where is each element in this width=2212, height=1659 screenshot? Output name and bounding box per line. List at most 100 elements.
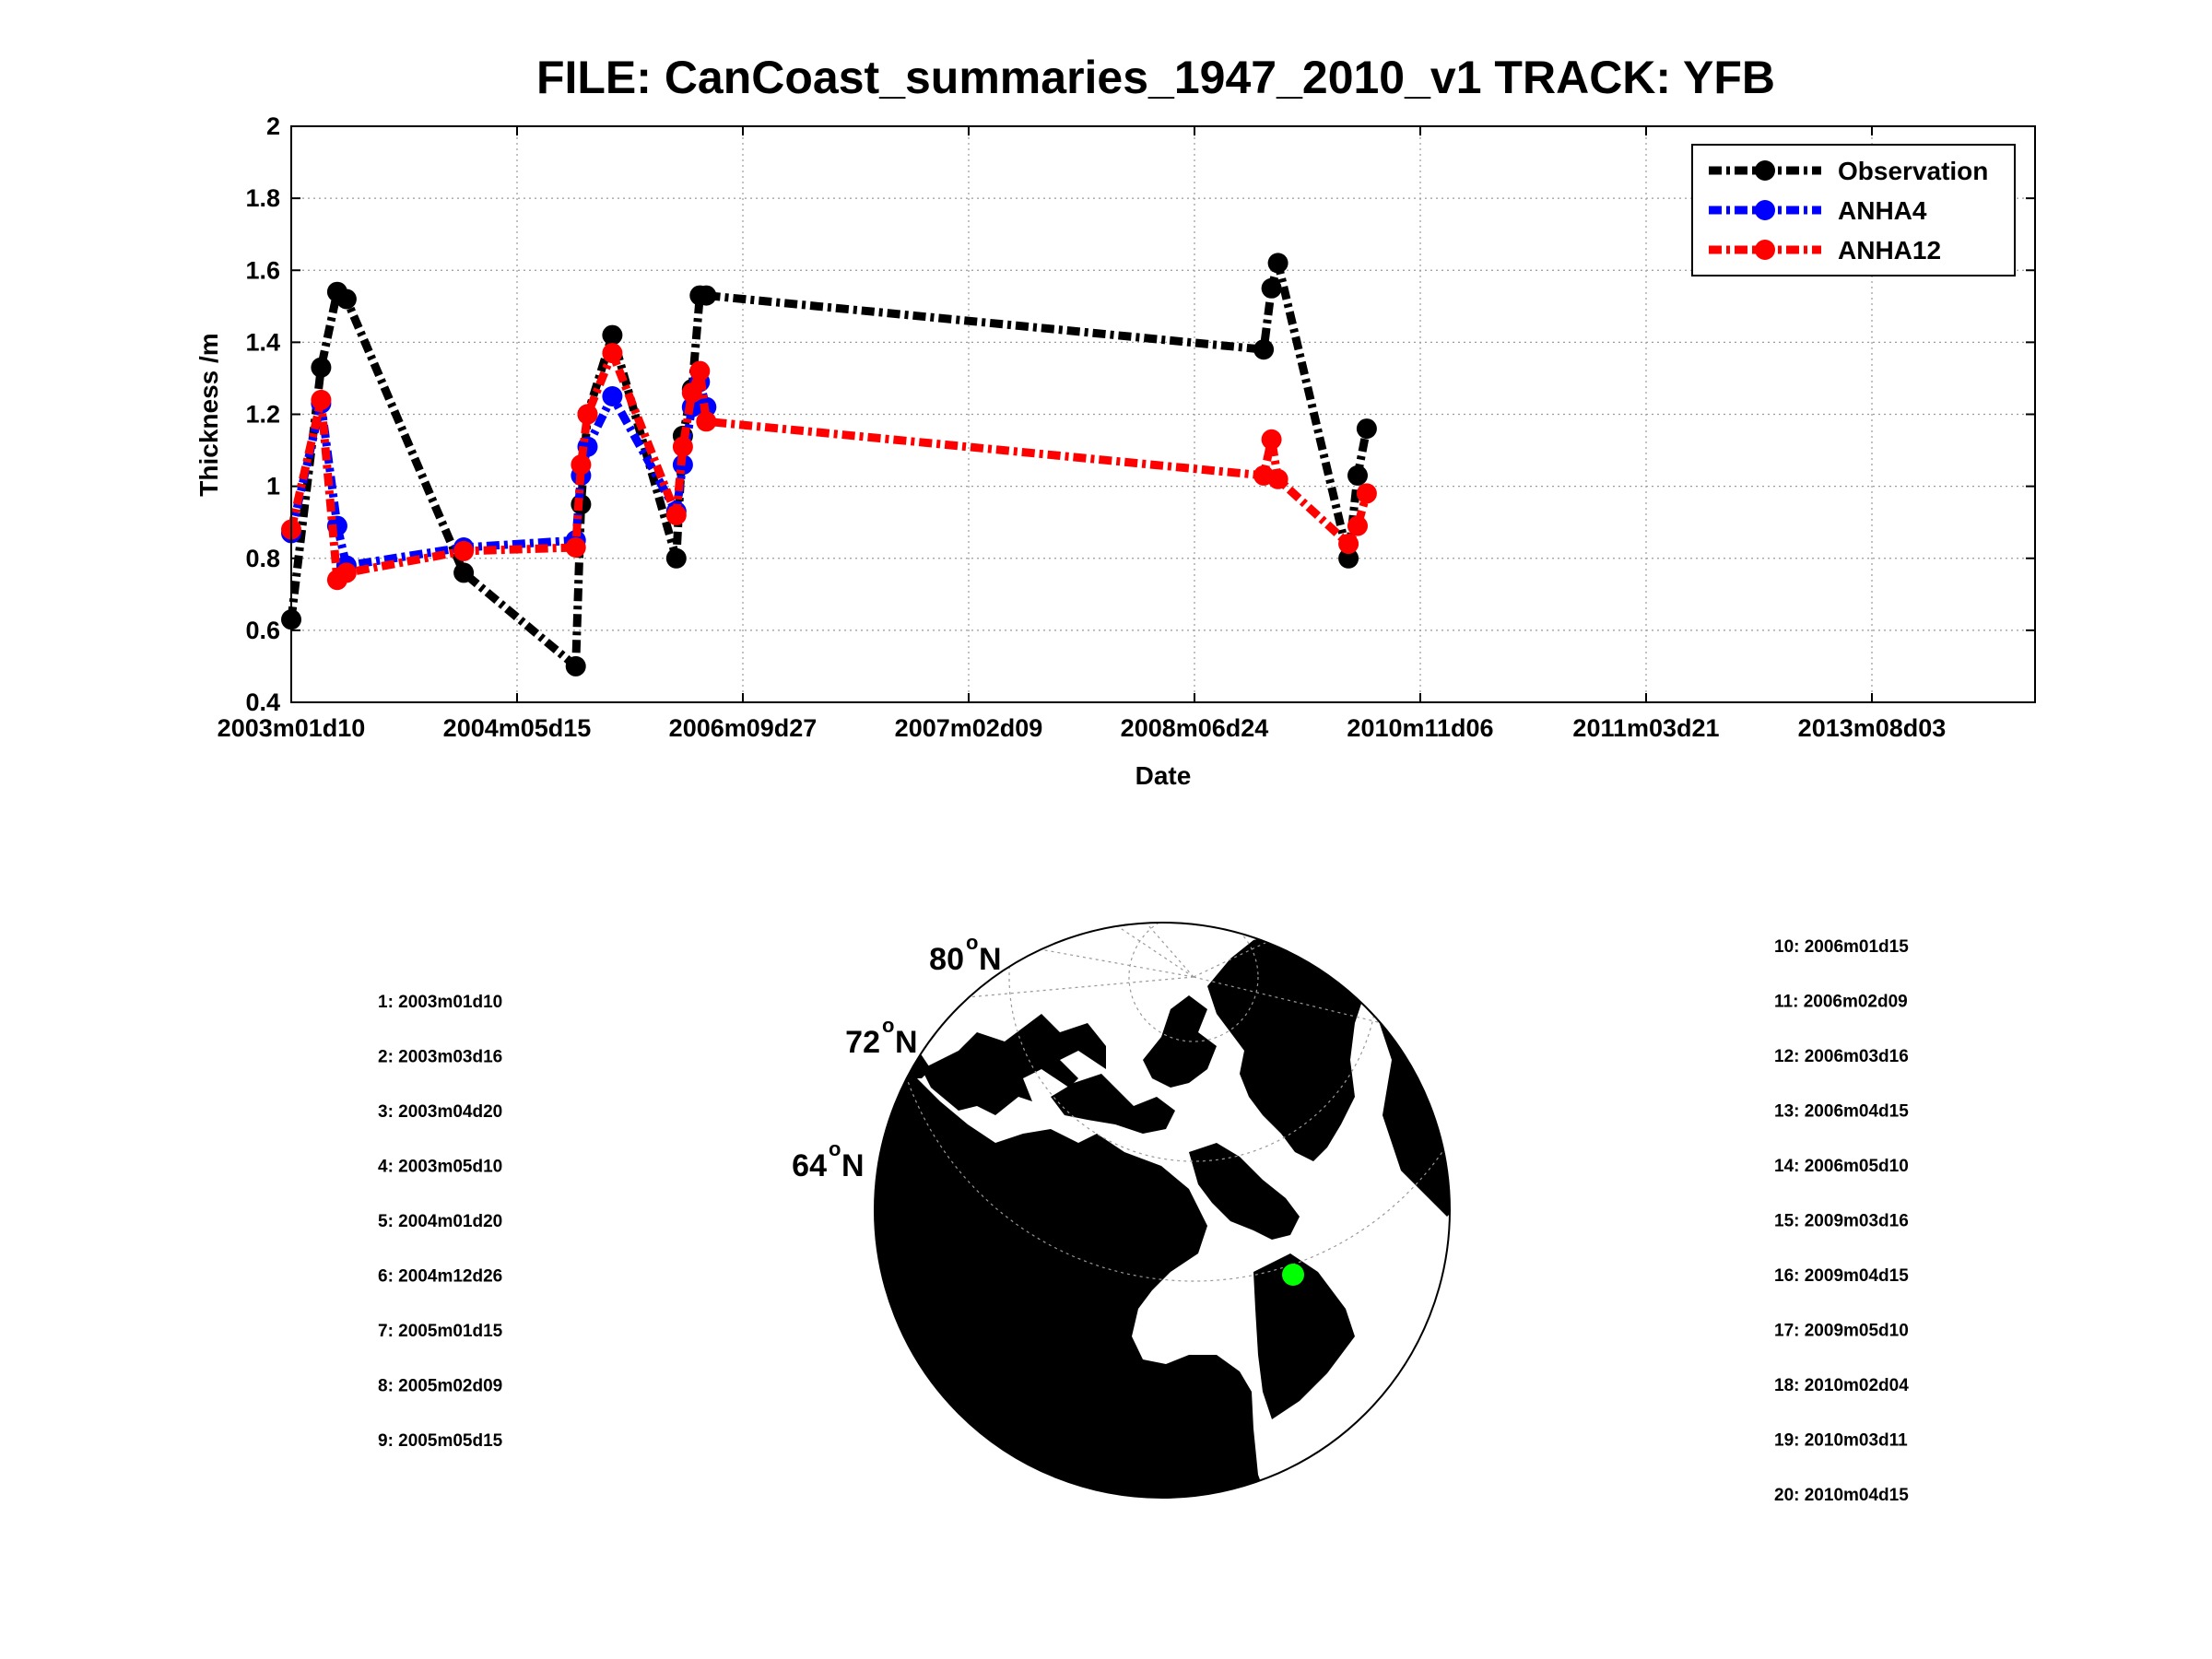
point-observation	[1338, 547, 1359, 569]
chart-title: FILE: CanCoast_summaries_1947_2010_v1 TR…	[536, 52, 1775, 103]
date-list-item: 9: 2005m05d15	[378, 1431, 503, 1451]
land-eurasia	[1327, 923, 1450, 1217]
point-observation	[665, 547, 687, 569]
point-anha12	[311, 389, 332, 410]
point-anha12	[453, 540, 475, 561]
land-ellesmere	[1143, 995, 1217, 1088]
lat-label-80-degree: o	[966, 931, 978, 954]
point-anha12	[1261, 429, 1282, 450]
y-tick-label: 1.6	[245, 256, 280, 284]
point-anha12	[1347, 515, 1368, 536]
point-anha12	[577, 404, 598, 425]
lat-label-72-value: 72	[845, 1025, 880, 1060]
y-tick-label: 1	[266, 473, 280, 500]
legend-label-observation: Observation	[1838, 157, 1988, 185]
date-list-item: 20: 2010m04d15	[1774, 1486, 1909, 1505]
land-labrador-quebec	[1253, 1253, 1355, 1419]
land-baffin	[1189, 1143, 1300, 1240]
y-tick-label: 0.4	[245, 688, 280, 716]
lat-label-64: 64 o N	[792, 1137, 864, 1183]
y-axis-label: Thickness /m	[194, 333, 223, 496]
x-tick-label: 2007m02d09	[895, 714, 1043, 742]
date-list-right: 10: 2006m01d15 11: 2006m02d09 12: 2006m03d…	[1774, 937, 1909, 1505]
point-anha12	[665, 504, 687, 525]
date-list-item: 16: 2009m04d15	[1774, 1266, 1909, 1286]
date-list-item: 1: 2003m01d10	[378, 993, 502, 1012]
lat-label-64-value: 64	[792, 1148, 827, 1183]
y-tick-label: 0.6	[245, 617, 280, 644]
globe-outline	[874, 922, 1451, 1499]
lat-label-64-suffix: N	[841, 1148, 865, 1183]
point-anha12	[571, 454, 592, 476]
point-anha12	[1338, 534, 1359, 555]
y-tick-labels: 0.4 0.6 0.8 1 1.2 1.4 1.6 1.8 2	[245, 112, 280, 716]
x-tick-label: 2003m01d10	[218, 714, 366, 742]
lat-label-80-value: 80	[929, 942, 964, 977]
point-observation	[696, 285, 717, 306]
graticule-meridian-5	[1193, 930, 1291, 978]
point-anha12	[1267, 468, 1288, 489]
point-anha12	[602, 343, 623, 364]
legend-entry-anha4: ANHA4	[1709, 196, 1927, 225]
date-list-item: 6: 2004m12d26	[378, 1267, 502, 1287]
legend-marker-anha12	[1755, 240, 1775, 260]
date-list-item: 19: 2010m03d11	[1774, 1431, 1908, 1451]
legend-label-anha12: ANHA12	[1838, 236, 1941, 265]
date-list-item: 17: 2009m05d10	[1774, 1322, 1909, 1341]
point-observation	[311, 357, 332, 378]
series-anha12	[281, 343, 1377, 591]
point-observation	[1267, 253, 1288, 274]
y-tick-label: 0.8	[245, 545, 280, 572]
station-marker	[1282, 1264, 1304, 1286]
y-tick-label: 2	[266, 112, 280, 140]
x-tick-label: 2006m09d27	[669, 714, 818, 742]
land-greenland	[1207, 931, 1364, 1161]
point-anha12	[689, 360, 711, 382]
land-archipelago-1	[1051, 1074, 1175, 1134]
date-list-item: 3: 2003m04d20	[378, 1102, 502, 1122]
date-list-left: 1: 2003m01d10 2: 2003m03d16 3: 2003m04d20 4…	[378, 993, 503, 1451]
date-list-item: 12: 2006m03d16	[1774, 1047, 1909, 1066]
graticule-meridian-4	[1147, 924, 1194, 978]
land-western-arctic	[922, 1014, 1106, 1115]
graticule-lat-80	[1128, 923, 1259, 1042]
legend-entry-observation: Observation	[1709, 157, 1988, 185]
lat-label-72: 72 o N	[845, 1014, 917, 1060]
legend-entry-anha12: ANHA12	[1709, 236, 1941, 265]
point-anha4	[602, 386, 623, 406]
point-observation	[602, 324, 623, 346]
y-tick-label: 1.2	[245, 401, 280, 429]
point-observation	[565, 655, 586, 677]
lat-label-80-suffix: N	[979, 942, 1002, 977]
date-list-item: 10: 2006m01d15	[1774, 937, 1909, 957]
point-anha12	[696, 411, 717, 432]
point-anha12	[681, 382, 702, 404]
date-list-item: 14: 2006m05d10	[1774, 1157, 1909, 1176]
plot-frame	[290, 125, 2036, 703]
lat-label-64-degree: o	[829, 1137, 841, 1160]
lat-label-72-degree: o	[882, 1014, 894, 1037]
date-list-item: 4: 2003m05d10	[378, 1158, 502, 1177]
point-observation	[453, 562, 475, 583]
point-observation	[1347, 465, 1368, 486]
x-tick-label: 2013m08d03	[1798, 714, 1947, 742]
point-observation	[1261, 277, 1282, 299]
y-tick-label: 1.8	[245, 184, 280, 212]
lat-label-80: 80 o N	[929, 931, 1001, 977]
date-list-item: 18: 2010m02d04	[1774, 1376, 1909, 1395]
legend-marker-anha4	[1755, 200, 1775, 220]
point-observation	[1253, 339, 1275, 360]
date-list-item: 15: 2009m03d16	[1774, 1212, 1909, 1231]
x-tick-label: 2008m06d24	[1121, 714, 1269, 742]
date-list-item: 7: 2005m01d15	[378, 1322, 503, 1341]
point-observation	[1356, 418, 1377, 440]
y-tick-label: 1.4	[245, 328, 280, 356]
point-anha12	[335, 562, 357, 583]
point-anha12	[565, 537, 586, 558]
x-tick-label: 2011m03d21	[1572, 714, 1719, 742]
legend-marker-observation	[1755, 160, 1775, 181]
date-list-item: 2: 2003m03d16	[378, 1048, 502, 1067]
polar-map: 80 o N 72 o N 64 o N	[792, 922, 1451, 1499]
date-list-item: 13: 2006m04d15	[1774, 1102, 1909, 1122]
x-tick-label: 2010m11d06	[1347, 714, 1493, 742]
